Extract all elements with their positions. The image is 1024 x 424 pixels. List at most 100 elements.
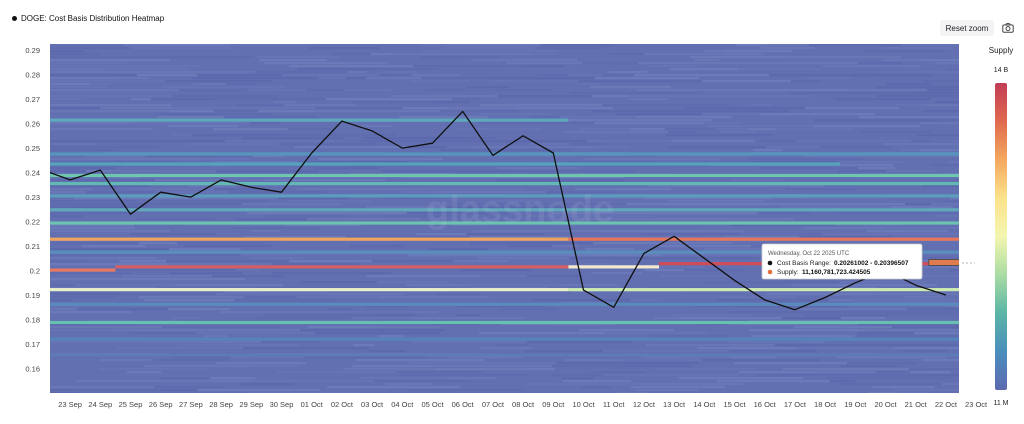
heatmap-cell bbox=[823, 65, 920, 68]
heatmap-cell bbox=[858, 332, 914, 335]
legend-dot bbox=[12, 16, 17, 21]
heatmap-cell bbox=[592, 95, 629, 98]
y-tick-label: 0.29 bbox=[25, 46, 40, 55]
x-tick-label: 10 Oct bbox=[572, 400, 595, 409]
heatmap-cell bbox=[791, 284, 836, 287]
heatmap-cell bbox=[230, 44, 314, 47]
heatmap-cell bbox=[702, 359, 820, 362]
heatmap-cell bbox=[364, 305, 409, 308]
heatmap-cell bbox=[480, 275, 527, 278]
heatmap-cell bbox=[259, 59, 327, 62]
heatmap-cell bbox=[616, 113, 702, 116]
heatmap-cell bbox=[806, 77, 851, 80]
heatmap-cell bbox=[266, 215, 347, 218]
heatmap-cell bbox=[654, 317, 678, 320]
heatmap-cell bbox=[896, 104, 926, 107]
y-tick-label: 0.17 bbox=[25, 340, 40, 349]
tooltip: Wednesday, Oct 22 2025 UTC Cost Basis Ra… bbox=[761, 243, 975, 280]
heatmap-cell bbox=[855, 335, 959, 338]
heatmap-cell bbox=[605, 332, 708, 335]
heatmap-cell bbox=[158, 116, 203, 119]
heatmap-cell bbox=[836, 356, 946, 359]
tooltip-supply-dot bbox=[767, 269, 773, 275]
heatmap-cell bbox=[750, 104, 772, 107]
reset-zoom-button[interactable]: Reset zoom bbox=[940, 20, 994, 36]
heatmap-cell bbox=[214, 188, 269, 191]
heatmap-cell bbox=[903, 296, 945, 299]
heatmap-cell bbox=[922, 359, 959, 362]
heatmap-cell bbox=[788, 92, 916, 95]
heatmap-cell bbox=[297, 296, 380, 299]
heatmap-cell bbox=[297, 188, 425, 191]
heatmap-cell bbox=[356, 359, 484, 362]
heatmap-cell bbox=[647, 185, 743, 188]
camera-icon[interactable] bbox=[1002, 22, 1014, 34]
heatmap-cell bbox=[237, 104, 284, 107]
heatmap-cell bbox=[562, 284, 618, 287]
heatmap-cell bbox=[50, 158, 124, 161]
heatmap-cell bbox=[275, 134, 396, 137]
heatmap-cell bbox=[258, 197, 278, 200]
heatmap-cell bbox=[665, 128, 716, 131]
heatmap-cell bbox=[268, 107, 315, 110]
heatmap-cell bbox=[289, 65, 413, 68]
heatmap-cell bbox=[640, 383, 743, 386]
heatmap-cell bbox=[563, 380, 631, 383]
x-tick-label: 19 Oct bbox=[844, 400, 867, 409]
heatmap-cell bbox=[931, 203, 959, 206]
heatmap-cell bbox=[591, 371, 646, 374]
heatmap-cell bbox=[166, 254, 241, 257]
heatmap-cell bbox=[734, 362, 847, 365]
heatmap-cell bbox=[253, 365, 299, 368]
heatmap-cell bbox=[727, 341, 802, 344]
x-tick-label: 08 Oct bbox=[512, 400, 535, 409]
heatmap-cell bbox=[838, 170, 861, 173]
heatmap-cell bbox=[585, 248, 634, 251]
heatmap-cell bbox=[438, 149, 504, 152]
heatmap-cell bbox=[702, 113, 760, 116]
heatmap-cell bbox=[129, 380, 252, 383]
heatmap-cell bbox=[119, 260, 166, 263]
heatmap-band bbox=[50, 118, 569, 122]
heatmap-cell bbox=[371, 53, 393, 56]
heatmap-cell bbox=[533, 116, 560, 119]
heatmap-cell bbox=[430, 254, 536, 257]
heatmap-cell bbox=[451, 203, 524, 206]
heatmap-cell bbox=[99, 368, 207, 371]
heatmap-band bbox=[568, 237, 959, 241]
heatmap-cell bbox=[794, 326, 892, 329]
heatmap-cell bbox=[50, 305, 80, 308]
heatmap-cell bbox=[220, 311, 324, 314]
heatmap-cell bbox=[410, 362, 465, 365]
heatmap-cell bbox=[241, 383, 294, 386]
heatmap-cell bbox=[590, 86, 671, 89]
heatmap-cell bbox=[90, 83, 111, 86]
heatmap-cell bbox=[424, 155, 514, 158]
heatmap-cell bbox=[151, 98, 210, 101]
heatmap-cell bbox=[175, 284, 283, 287]
heatmap-cell bbox=[282, 74, 379, 77]
x-tick-label: 21 Oct bbox=[905, 400, 928, 409]
heatmap-cell bbox=[406, 284, 462, 287]
heatmap-cell bbox=[722, 95, 810, 98]
heatmap-cell bbox=[925, 155, 959, 158]
heatmap-cell bbox=[167, 263, 271, 266]
heatmap-cell bbox=[117, 347, 243, 350]
heatmap-cell bbox=[680, 356, 732, 359]
heatmap-cell bbox=[50, 263, 167, 266]
heatmap-cell bbox=[145, 155, 253, 158]
heatmap-cell bbox=[318, 158, 443, 161]
heatmap-cell bbox=[791, 185, 824, 188]
heatmap-cell bbox=[871, 293, 959, 296]
heatmap-cell bbox=[648, 65, 698, 68]
heatmap-cell bbox=[922, 185, 959, 188]
heatmap-cell bbox=[804, 227, 831, 230]
heatmap-cell bbox=[893, 389, 959, 392]
heatmap-cell bbox=[626, 203, 714, 206]
heatmap-cell bbox=[408, 146, 447, 149]
heatmap-cell bbox=[538, 74, 567, 77]
heatmap-cell bbox=[444, 47, 535, 50]
heatmap-cell bbox=[261, 341, 319, 344]
heatmap-cell bbox=[484, 374, 526, 377]
